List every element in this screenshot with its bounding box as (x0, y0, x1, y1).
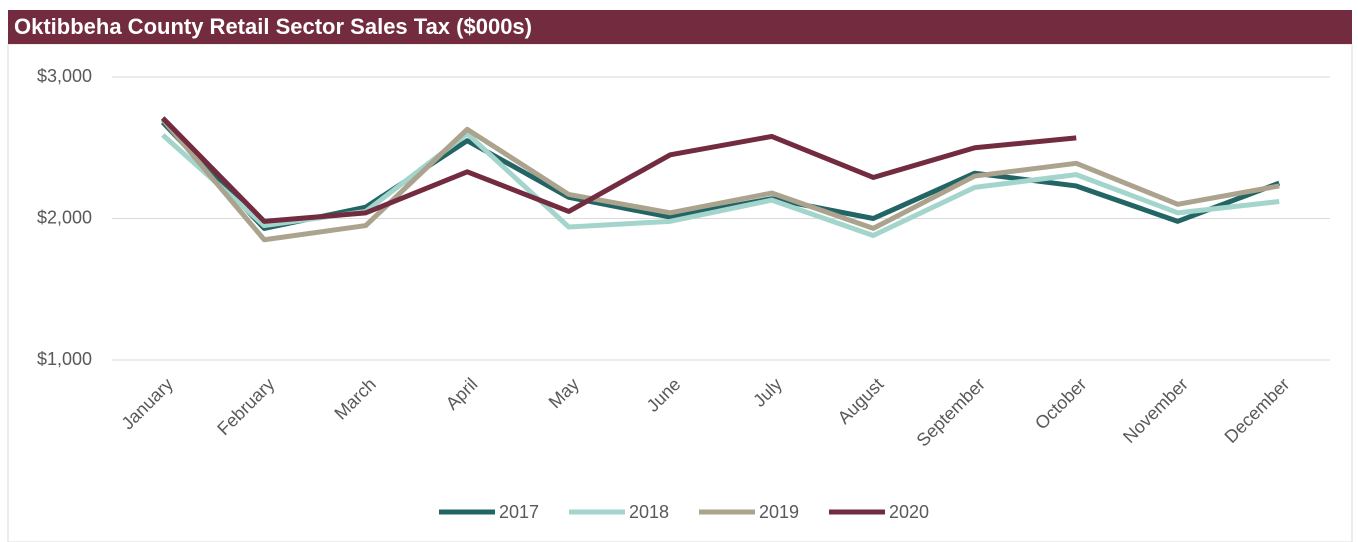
x-tick-label: May (545, 374, 583, 412)
series-line (160, 117, 1280, 243)
x-tick-label: February (213, 374, 278, 439)
legend-label: 2020 (889, 502, 929, 522)
series-line (160, 120, 1281, 231)
x-tick-label: December (1221, 374, 1294, 447)
series-line (161, 131, 1280, 238)
x-tick-label: September (913, 374, 989, 450)
y-tick-label: $3,000 (37, 66, 92, 86)
chart-title: Oktibbeha County Retail Sector Sales Tax… (14, 14, 532, 39)
x-tick-label: October (1031, 374, 1090, 433)
x-tick-label: November (1119, 374, 1192, 447)
series-line (160, 116, 1077, 224)
x-tick-label: July (749, 374, 786, 411)
x-tick-label: April (442, 374, 482, 414)
x-tick-label: August (834, 374, 888, 428)
legend-label: 2018 (629, 502, 669, 522)
chart-frame (7, 43, 1353, 542)
y-tick-label: $1,000 (37, 349, 92, 369)
title-bar (8, 10, 1352, 44)
x-tick-label: January (118, 374, 177, 433)
legend-label: 2017 (499, 502, 539, 522)
x-tick-label: March (330, 374, 380, 424)
legend-label: 2019 (759, 502, 799, 522)
x-tick-label: June (643, 374, 685, 416)
y-tick-label: $2,000 (37, 207, 92, 227)
